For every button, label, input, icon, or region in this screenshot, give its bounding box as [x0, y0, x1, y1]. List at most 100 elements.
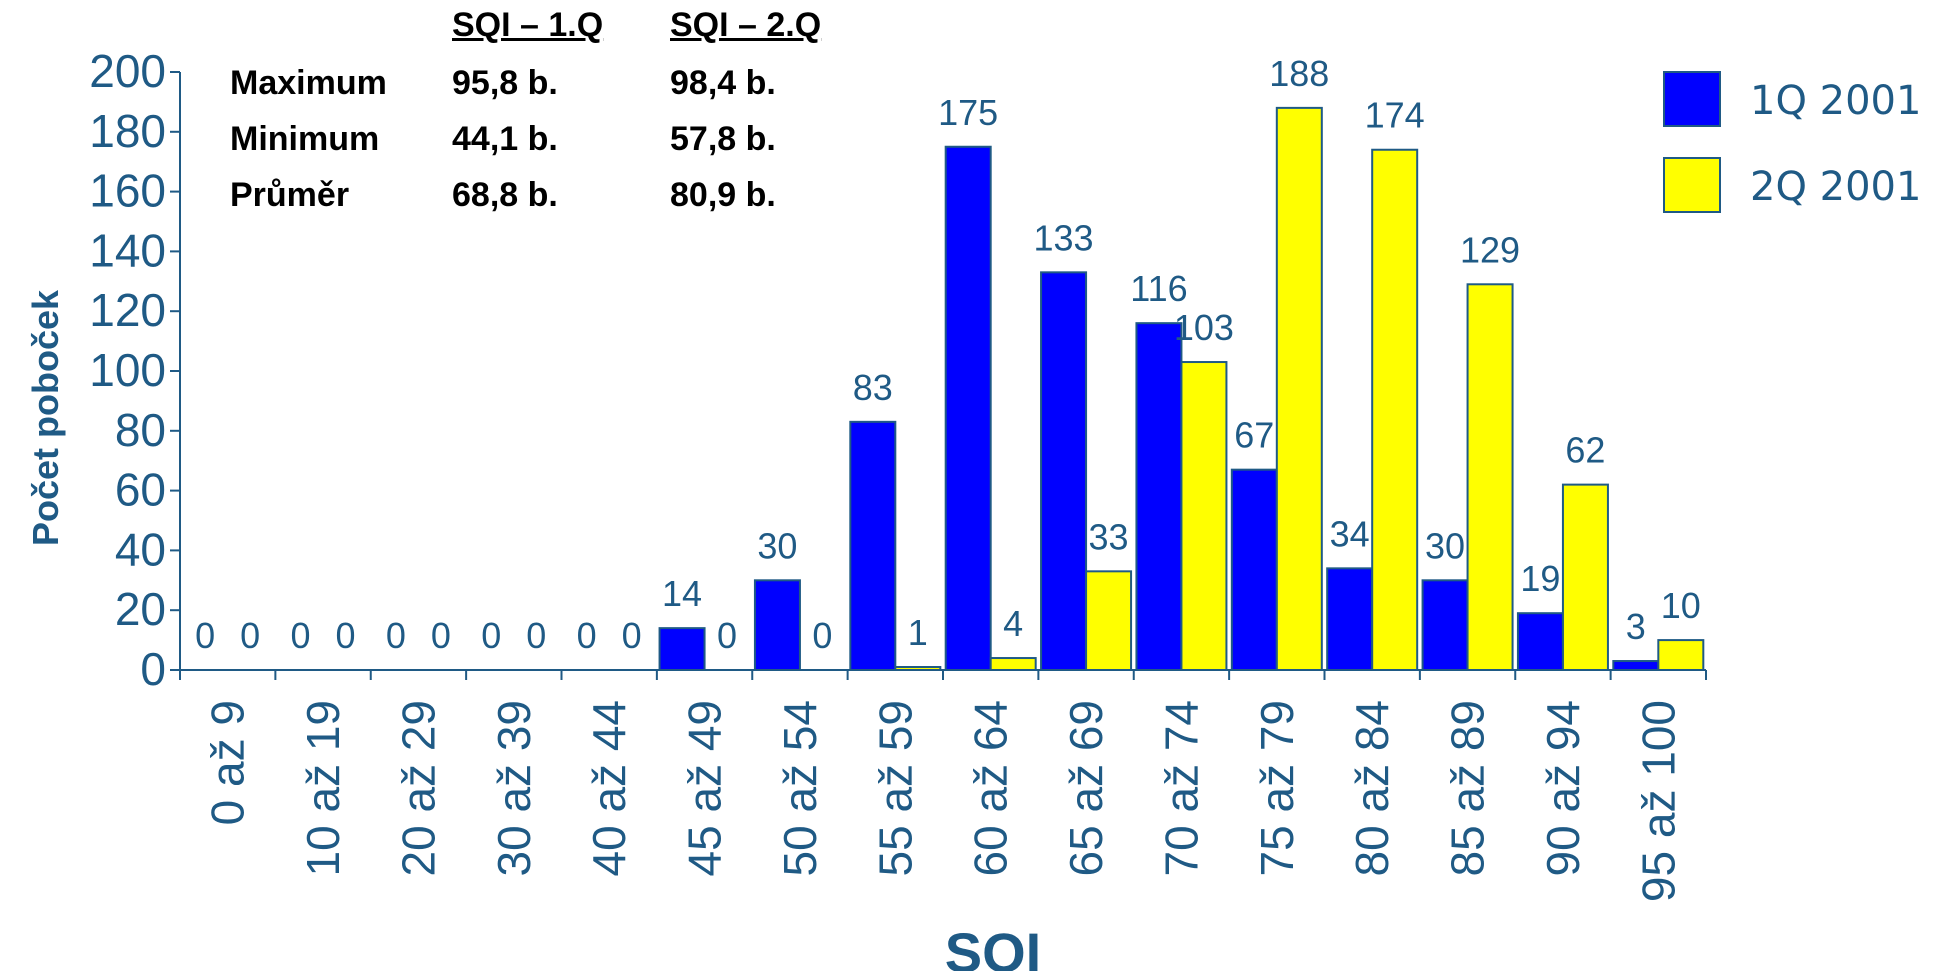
- y-tick-label: 40: [115, 523, 166, 575]
- data-label-2q: 33: [1089, 516, 1129, 557]
- bar-1q: [1516, 612, 1564, 672]
- summary-header-q1: SQI – 1.Q: [452, 6, 604, 44]
- y-tick-label: 140: [89, 224, 166, 276]
- x-tick-label: 50 až 54: [774, 700, 826, 876]
- bar-1q: [1040, 271, 1088, 671]
- bar-1q: [1612, 660, 1660, 672]
- data-label-1q: 67: [1234, 415, 1274, 456]
- data-label-2q: 188: [1269, 53, 1329, 94]
- y-tick-label: 160: [89, 165, 166, 217]
- data-label-2q: 0: [526, 615, 546, 656]
- data-label-1q: 83: [853, 367, 893, 408]
- data-label-1q: 0: [291, 615, 311, 656]
- x-tick-label: 75 až 79: [1251, 700, 1303, 876]
- bar-1q: [1326, 567, 1374, 672]
- data-label-1q: 3: [1626, 606, 1646, 647]
- data-label-1q: 0: [195, 615, 215, 656]
- data-label-1q: 19: [1520, 558, 1560, 599]
- data-label-2q: 0: [717, 615, 737, 656]
- legend-swatch-2q: [1663, 157, 1721, 213]
- data-label-2q: 1: [908, 612, 928, 653]
- summary-value-q1: 95,8 b.: [452, 64, 558, 102]
- data-label-1q: 14: [662, 573, 702, 614]
- bar-1q: [849, 420, 897, 671]
- data-label-2q: 103: [1174, 307, 1234, 348]
- legend: 1Q 2001 2Q 2001: [1663, 71, 1921, 213]
- y-tick-label: 80: [115, 404, 166, 456]
- bar-2q: [1657, 639, 1705, 671]
- data-label-2q: 4: [1003, 603, 1023, 644]
- legend-label-1q: 1Q 2001: [1750, 78, 1921, 124]
- x-tick-label: 85 až 89: [1442, 700, 1494, 876]
- bar-2q: [1466, 283, 1514, 671]
- summary-header-q2: SQI – 2.Q: [670, 6, 822, 44]
- bar-1q: [1135, 322, 1183, 671]
- bar-1q: [1230, 468, 1278, 672]
- y-tick-label: 20: [115, 583, 166, 635]
- bar-2q: [1085, 570, 1133, 672]
- y-axis: 0 20 40 60 80 100 120 140 160 180 200: [89, 45, 181, 695]
- legend-label-2q: 2Q 2001: [1750, 164, 1921, 210]
- x-tick-label: 10 až 19: [297, 700, 349, 876]
- data-label-2q: 0: [431, 615, 451, 656]
- x-tick-label: 45 až 49: [679, 700, 731, 876]
- summary-label: Průměr: [230, 176, 350, 214]
- bar-2q: [989, 657, 1037, 671]
- y-tick-label: 180: [89, 105, 166, 157]
- bar-2q: [894, 666, 942, 672]
- data-label-1q: 30: [1425, 525, 1465, 566]
- data-label-1q: 0: [481, 615, 501, 656]
- x-axis: [179, 669, 1707, 680]
- summary-label: Maximum: [230, 64, 387, 102]
- x-tick-labels: 0 až 9 10 až 19 20 až 29 30 až 39 40 až 44 45…: [202, 700, 1685, 902]
- bar-2q: [1180, 361, 1228, 671]
- bars: [658, 106, 1705, 672]
- data-label-1q: 116: [1130, 268, 1187, 309]
- x-tick-label: 65 až 69: [1060, 700, 1112, 876]
- y-tick-label: 60: [115, 464, 166, 516]
- data-label-2q: 0: [622, 615, 642, 656]
- bar-1q: [753, 579, 801, 671]
- x-tick-label: 80 až 84: [1346, 700, 1398, 876]
- x-axis-title: SQI: [945, 921, 1041, 971]
- data-label-1q: 0: [577, 615, 597, 656]
- x-tick-label: 90 až 94: [1537, 700, 1589, 876]
- data-label-2q: 62: [1565, 430, 1605, 471]
- y-tick-label: 200: [89, 45, 166, 97]
- y-axis-title: Počet poboček: [25, 289, 66, 546]
- data-label-2q: 0: [240, 615, 260, 656]
- bar-1q: [1421, 579, 1469, 671]
- data-label-1q: 34: [1330, 513, 1370, 554]
- summary-value-q2: 57,8 b.: [670, 120, 776, 158]
- data-label-1q: 0: [386, 615, 406, 656]
- summary-value-q2: 98,4 b.: [670, 64, 776, 102]
- summary-value-q2: 80,9 b.: [670, 176, 776, 214]
- data-label-1q: 175: [938, 92, 998, 133]
- bar-1q: [658, 627, 706, 672]
- x-tick-label: 70 až 74: [1155, 700, 1207, 876]
- data-label-2q: 10: [1661, 585, 1701, 626]
- bar-2q: [1275, 106, 1323, 671]
- bar-2q: [1371, 148, 1419, 672]
- x-tick-label: 30 až 39: [488, 700, 540, 876]
- x-tick-label: 60 až 64: [965, 700, 1017, 876]
- x-tick-label: 40 až 44: [583, 700, 635, 876]
- summary-value-q1: 44,1 b.: [452, 120, 558, 158]
- bar-1q: [944, 145, 992, 671]
- data-label-1q: 133: [1034, 217, 1094, 258]
- x-tick-label: 20 až 29: [392, 700, 444, 876]
- data-label-2q: 129: [1460, 229, 1520, 270]
- legend-swatch-1q: [1663, 71, 1721, 127]
- x-tick-label: 55 až 59: [869, 700, 921, 876]
- x-tick-label: 0 až 9: [202, 700, 254, 825]
- summary-label: Minimum: [230, 120, 380, 158]
- y-tick-label: 100: [89, 344, 166, 396]
- data-label-1q: 30: [757, 525, 797, 566]
- y-tick-label: 0: [140, 643, 166, 695]
- data-label-2q: 174: [1365, 95, 1425, 136]
- bar-2q: [1561, 483, 1609, 671]
- data-label-2q: 0: [336, 615, 356, 656]
- data-label-2q: 0: [812, 615, 832, 656]
